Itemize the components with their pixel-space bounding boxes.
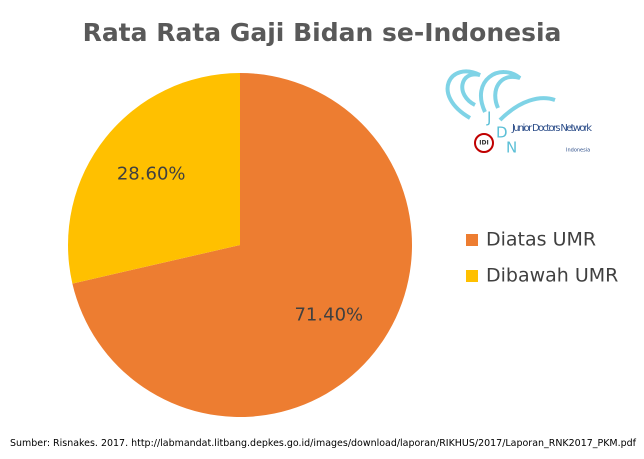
pie-slice bbox=[72, 73, 412, 417]
logo-name: Junior Doctors Network bbox=[511, 123, 592, 134]
logo-letter: N bbox=[506, 139, 517, 157]
source-note: Sumber: Risnakes. 2017. http://labmandat… bbox=[10, 438, 637, 449]
logo-badge-text: IDI bbox=[479, 140, 488, 147]
data-label: 71.40% bbox=[294, 305, 363, 326]
legend-swatch bbox=[466, 270, 478, 282]
data-label: 28.60% bbox=[117, 163, 186, 184]
pie-slice bbox=[67, 73, 240, 284]
logo-letter: D bbox=[496, 124, 508, 142]
logo-badge bbox=[474, 133, 494, 153]
logo: J D N IDI Junior Doctors Network Indones… bbox=[445, 69, 592, 157]
legend-label: Diatas UMR bbox=[486, 229, 596, 251]
logo-swirl bbox=[445, 69, 556, 122]
legend-label: Dibawah UMR bbox=[486, 265, 618, 287]
legend-swatch bbox=[466, 234, 478, 246]
logo-letter: J bbox=[486, 109, 491, 127]
logo-country: Indonesia bbox=[566, 148, 590, 154]
chart-title: Rata Rata Gaji Bidan se-Indonesia bbox=[83, 18, 562, 47]
